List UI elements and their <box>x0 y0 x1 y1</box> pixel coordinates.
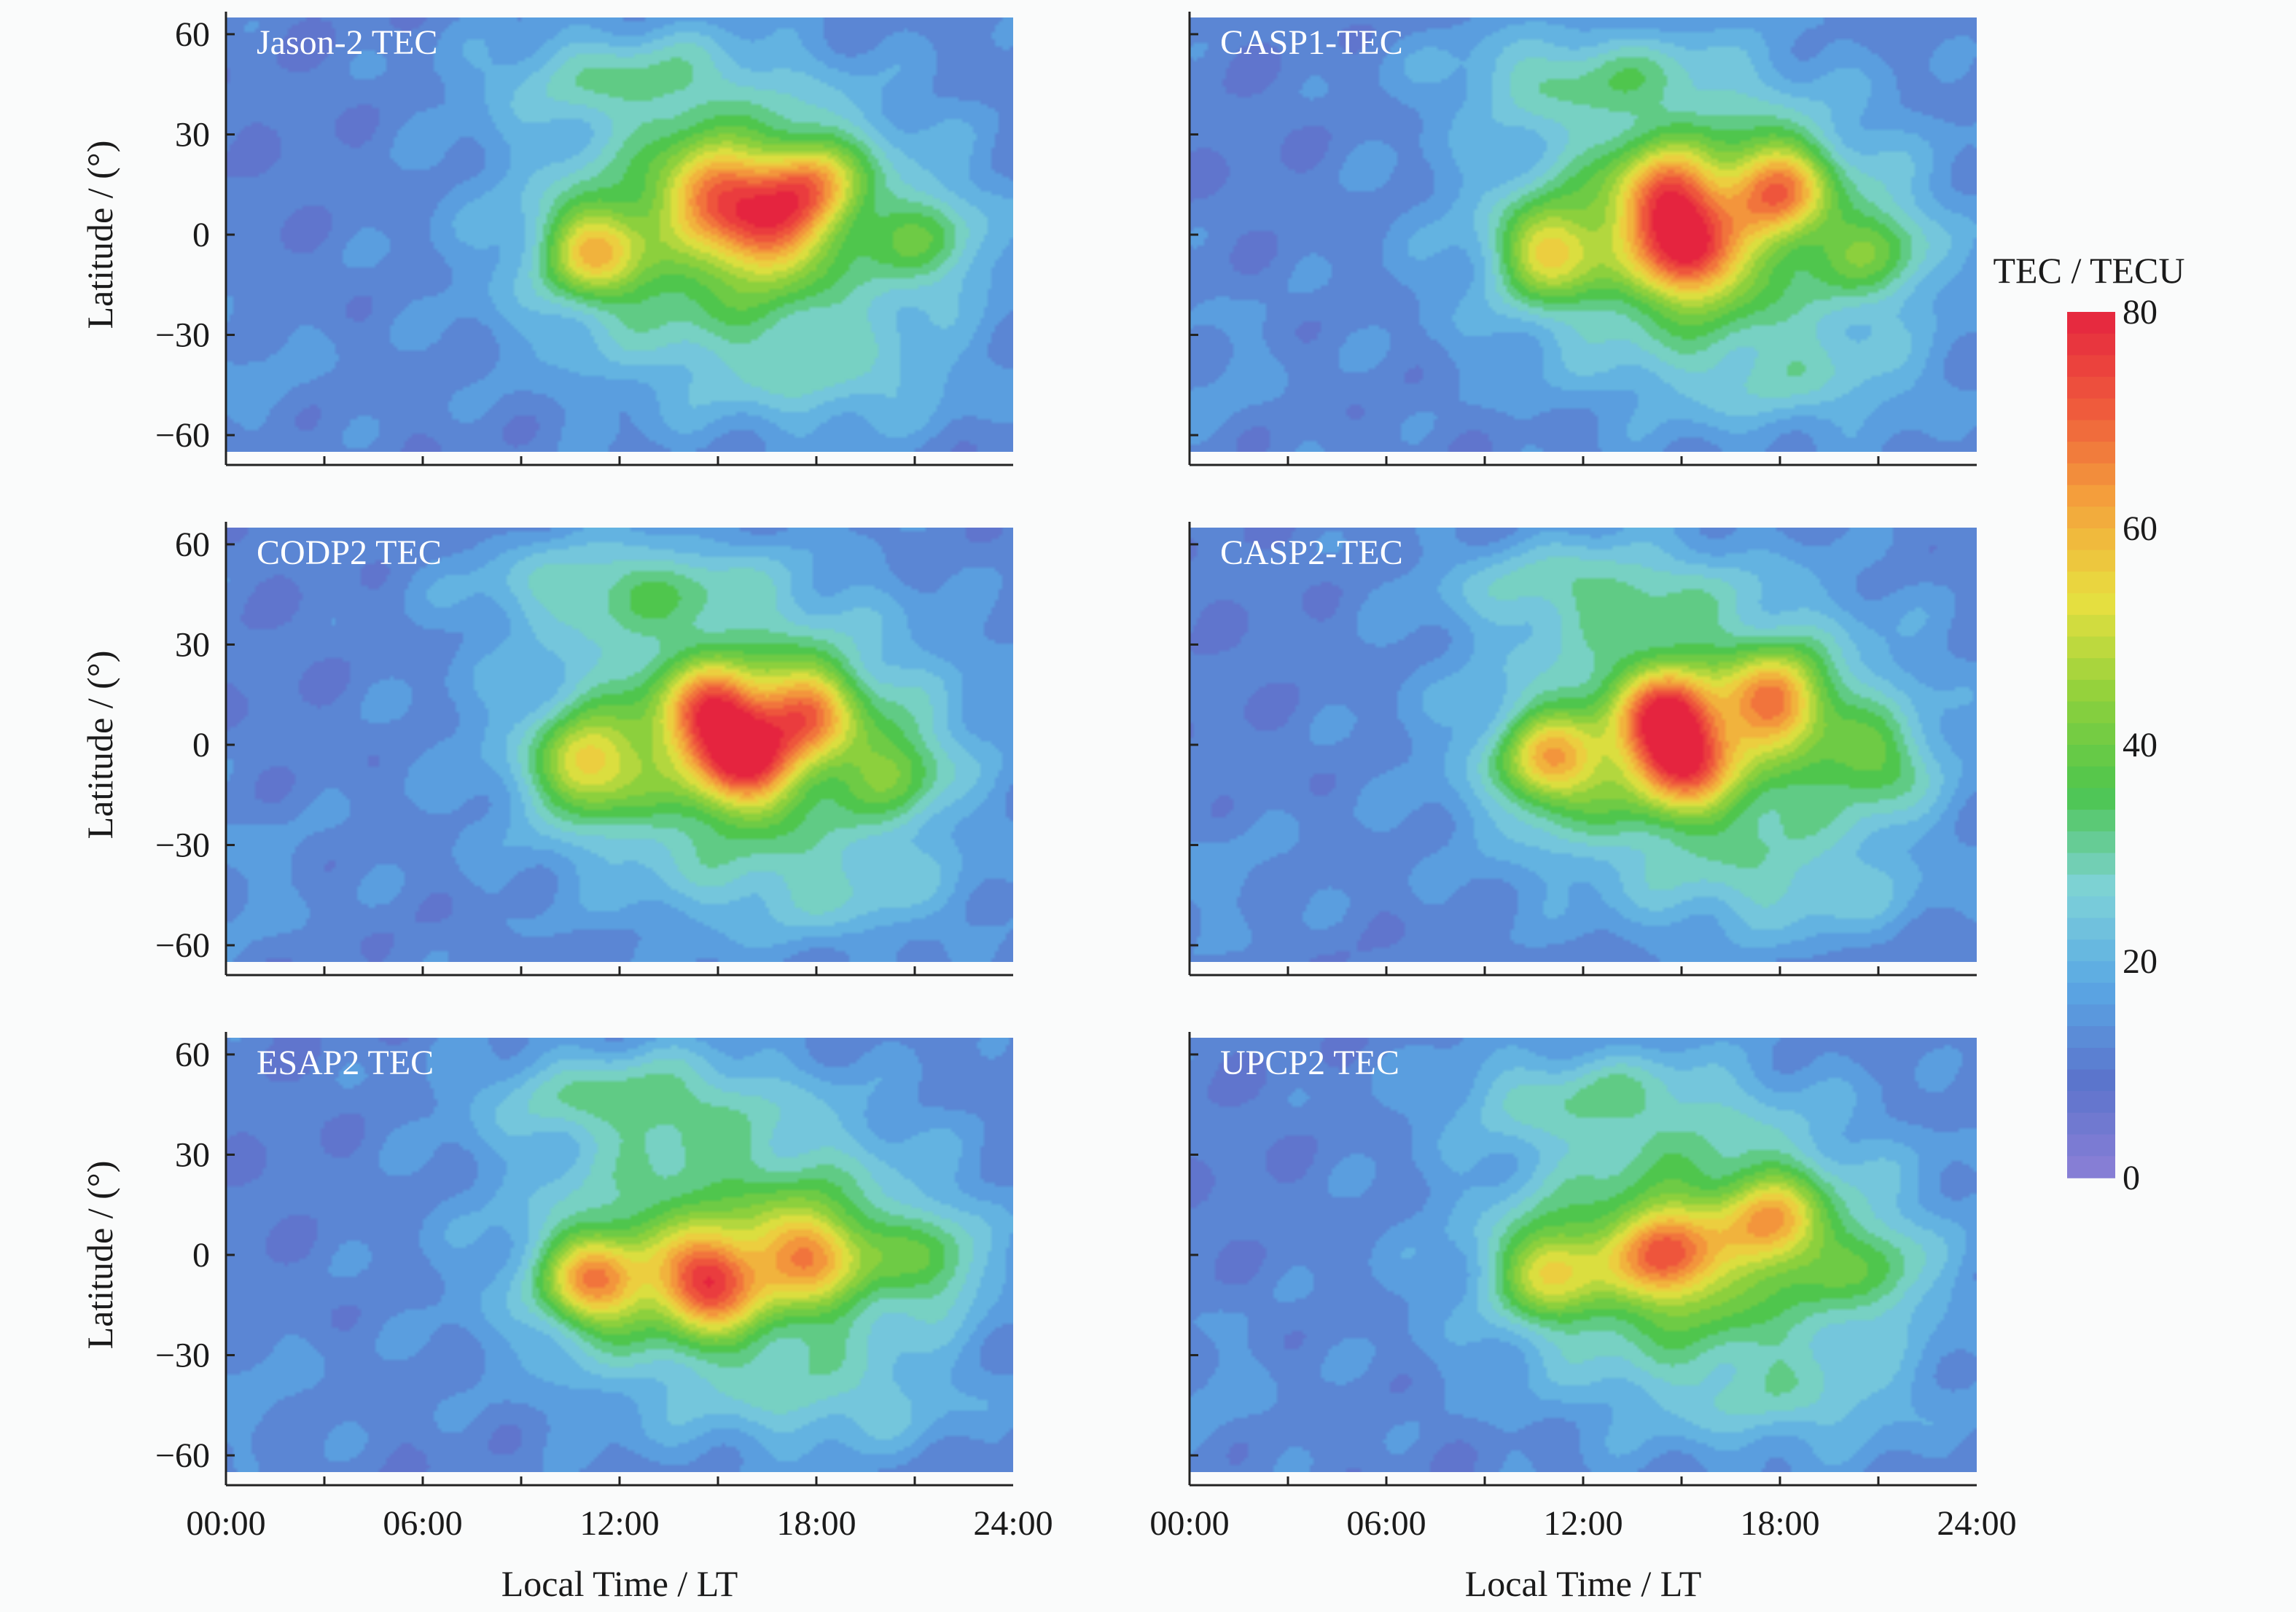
colorbar-segment <box>2067 939 2115 962</box>
x-axis-label: Local Time / LT <box>1465 1563 1702 1604</box>
colorbar-segment <box>2067 1069 2115 1092</box>
x-tick-label: 24:00 <box>1937 1504 2016 1543</box>
tec-heatmap-3 <box>226 528 1013 962</box>
colorbar-segment <box>2067 1047 2115 1071</box>
tec-heatmap-4 <box>1190 528 1977 962</box>
tec-heatmap-6 <box>1190 1038 1977 1472</box>
colorbar-segment <box>2067 810 2115 832</box>
y-axis-label: Latitude / (°) <box>79 1161 120 1350</box>
colorbar-segment <box>2067 420 2115 442</box>
colorbar-segment <box>2067 1091 2115 1114</box>
colorbar-segment <box>2067 549 2115 573</box>
colorbar-segment <box>2067 875 2115 897</box>
colorbar-segment <box>2067 788 2115 810</box>
colorbar-segment <box>2067 896 2115 919</box>
colorbar-segment <box>2067 312 2115 334</box>
colorbar-segment <box>2067 463 2115 486</box>
colorbar-segment <box>2067 831 2115 854</box>
panel-5: ESAP2 TEC 60 30 0 −30 −60 00:00 06:00 12:00 18:00… <box>79 1032 1053 1604</box>
colorbar-segment <box>2067 1004 2115 1027</box>
colorbar-segment <box>2067 701 2115 724</box>
colorbar-segment <box>2067 1156 2115 1178</box>
panel-3: CODP2 TEC 60 30 0 −30 −60 Latitude / (°) <box>79 522 1013 977</box>
colorbar-segment <box>2067 636 2115 659</box>
x-tick-label: 18:00 <box>1740 1504 1819 1543</box>
y-tick-label: 0 <box>192 726 210 764</box>
panel-title-2: CASP1-TEC <box>1220 23 1403 62</box>
panel-title-5: ESAP2 TEC <box>257 1044 434 1082</box>
y-tick-label: 60 <box>175 525 210 564</box>
colorbar-segment <box>2067 398 2115 421</box>
y-tick-label: −60 <box>155 926 210 965</box>
colorbar-label: TEC / TECU <box>1994 250 2185 291</box>
x-tick-label: 00:00 <box>1149 1504 1229 1543</box>
x-tick-label: 12:00 <box>1543 1504 1623 1543</box>
x-tick-label: 06:00 <box>1346 1504 1426 1543</box>
colorbar-segment <box>2067 766 2115 789</box>
colorbar-segment <box>2067 571 2115 594</box>
colorbar-tick-label: 40 <box>2123 726 2158 764</box>
panel-4: CASP2-TEC <box>1188 522 1977 977</box>
panel-title-4: CASP2-TEC <box>1220 533 1403 572</box>
colorbar-tick-label: 20 <box>2123 942 2158 981</box>
x-axis-label: Local Time / LT <box>501 1563 738 1604</box>
colorbar-segment <box>2067 528 2115 551</box>
colorbar-segment <box>2067 961 2115 984</box>
x-tick-label: 06:00 <box>383 1504 462 1543</box>
colorbar-segment <box>2067 485 2115 508</box>
y-tick-label: −60 <box>155 416 210 455</box>
colorbar-segment <box>2067 355 2115 377</box>
colorbar-tick-label: 60 <box>2123 509 2158 548</box>
tec-heatmap-5 <box>226 1038 1013 1472</box>
panel-1: Jason-2 TEC 60 30 0 −30 −60 Latitude / (°) <box>79 12 1013 466</box>
colorbar-segment <box>2067 745 2115 767</box>
y-tick-label: 60 <box>175 1036 210 1074</box>
y-axis-label: Latitude / (°) <box>79 141 120 329</box>
x-tick-label: 12:00 <box>579 1504 659 1543</box>
y-axis-label: Latitude / (°) <box>79 651 120 840</box>
y-tick-label: 0 <box>192 216 210 254</box>
colorbar-segment <box>2067 723 2115 746</box>
panel-2: CASP1-TEC <box>1188 12 1977 466</box>
colorbar-segment <box>2067 333 2115 356</box>
colorbar-segment <box>2067 982 2115 1006</box>
colorbar-segment <box>2067 1026 2115 1049</box>
panel-title-1: Jason-2 TEC <box>257 23 437 62</box>
panel-title-6: UPCP2 TEC <box>1220 1044 1399 1082</box>
y-tick-label: 30 <box>175 115 210 154</box>
y-tick-label: −30 <box>155 1337 210 1375</box>
colorbar-segment <box>2067 614 2115 638</box>
y-tick-label: −30 <box>155 826 210 865</box>
colorbar-segment <box>2067 377 2115 399</box>
y-tick-label: −60 <box>155 1436 210 1475</box>
x-tick-label: 18:00 <box>776 1504 856 1543</box>
colorbar-segment <box>2067 917 2115 941</box>
y-tick-label: 30 <box>175 625 210 664</box>
colorbar-tick-label: 80 <box>2123 293 2158 332</box>
colorbar-segment <box>2067 506 2115 529</box>
tec-heatmap-1 <box>226 17 1013 452</box>
y-tick-label: 60 <box>175 15 210 54</box>
panel-6: UPCP2 TEC 00:00 06:00 12:00 18:00 24:00 Local … <box>1149 1032 2017 1604</box>
y-tick-label: −30 <box>155 316 210 355</box>
colorbar-segment <box>2067 593 2115 616</box>
x-tick-label: 00:00 <box>186 1504 265 1543</box>
colorbar-segment <box>2067 658 2115 681</box>
tec-heatmap-2 <box>1190 17 1977 452</box>
colorbar-segment <box>2067 853 2115 875</box>
y-tick-label: 0 <box>192 1236 210 1275</box>
colorbar-segment <box>2067 442 2115 464</box>
y-tick-label: 30 <box>175 1135 210 1174</box>
x-tick-label: 24:00 <box>973 1504 1053 1543</box>
colorbar-segment <box>2067 679 2115 703</box>
colorbar-segment <box>2067 1134 2115 1157</box>
colorbar-tick-label: 0 <box>2123 1159 2140 1197</box>
panel-title-3: CODP2 TEC <box>257 533 442 572</box>
colorbar-segment <box>2067 1112 2115 1135</box>
